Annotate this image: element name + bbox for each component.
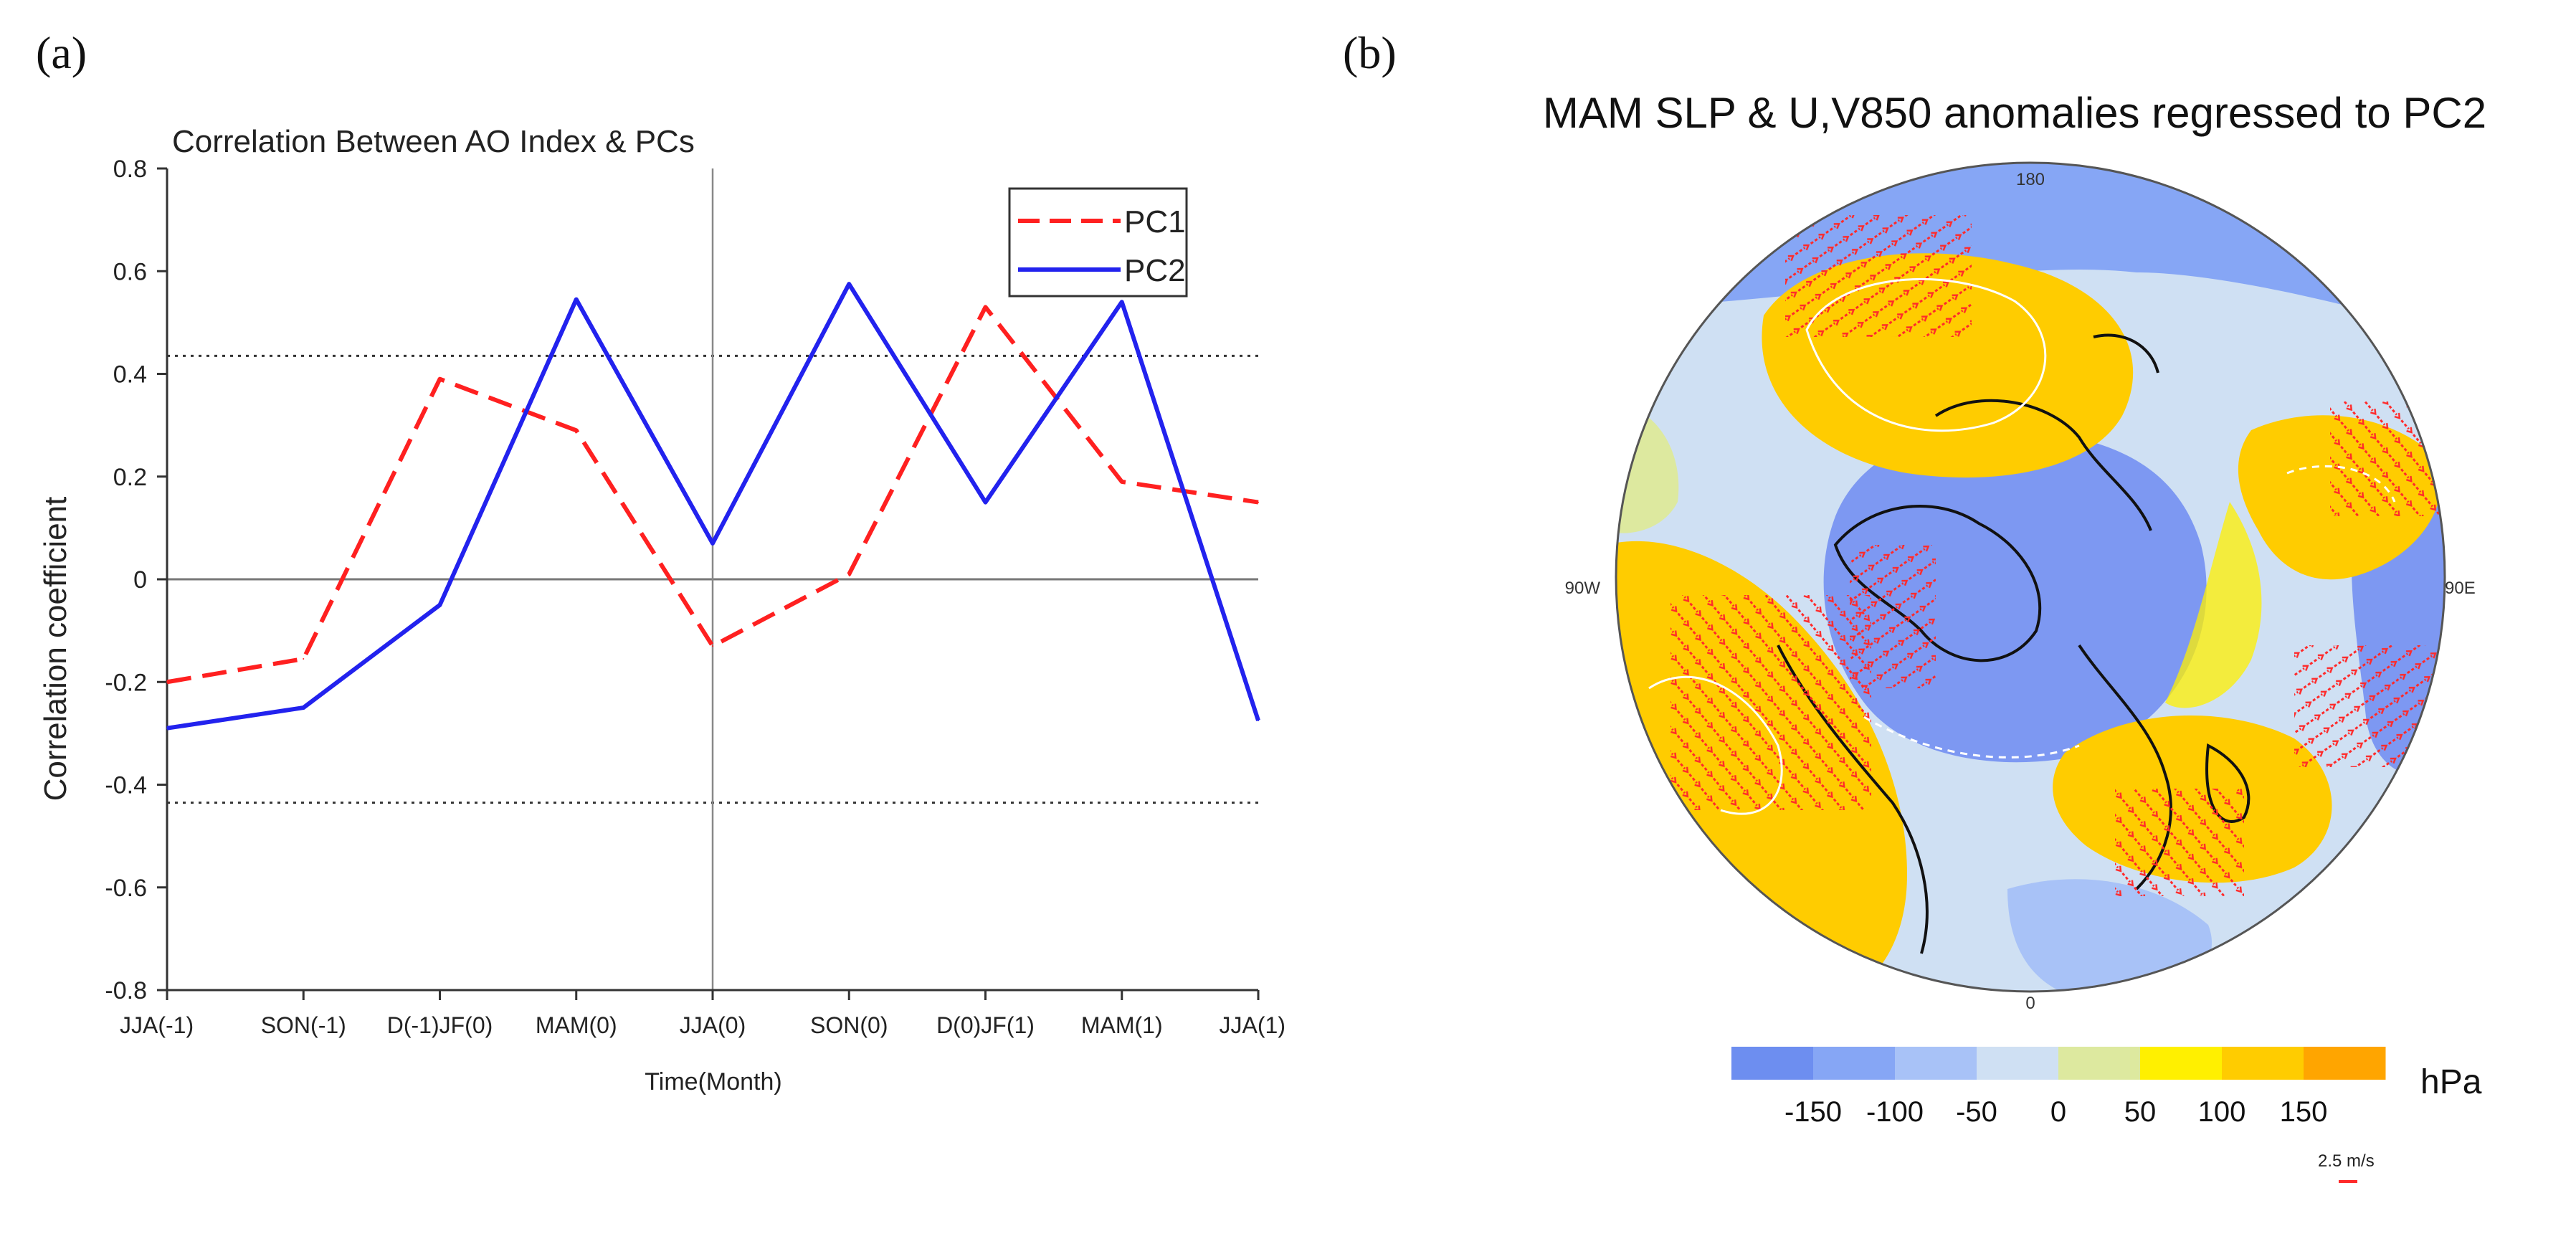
data-point-pc2 <box>1121 301 1123 303</box>
legend-label-pc1: PC1 <box>1124 204 1186 239</box>
map-lon-label-right: 90E <box>2445 579 2476 598</box>
map-globe-outline <box>1615 161 2446 993</box>
chart-a-y-axis-label: Correlation coefficient <box>38 497 73 802</box>
polar-map-globe <box>1616 163 2445 992</box>
map-title: MAM SLP & U,V850 anomalies regressed to … <box>1543 89 2486 137</box>
data-point-pc2 <box>303 707 305 709</box>
colorbar-tick-label: 150 <box>2280 1096 2328 1128</box>
map-band-yellow <box>2165 502 2262 708</box>
x-tick-label: SON(0) <box>810 1012 888 1038</box>
data-point-pc2 <box>712 542 713 544</box>
y-tick-label: -0.6 <box>105 875 147 902</box>
colorbar-tick-label: -150 <box>1784 1096 1842 1128</box>
y-tick-label: 0 <box>133 566 147 594</box>
colorbar-tick-label: 0 <box>2050 1096 2066 1128</box>
colorbar-unit: hPa <box>2420 1063 2482 1101</box>
colorbar-segment <box>1731 1047 1814 1080</box>
data-point-pc1 <box>166 681 168 683</box>
colorbar-segment <box>1813 1047 1896 1080</box>
map-lon-label-top: 180 <box>2016 170 2045 189</box>
data-point-pc2 <box>848 283 850 285</box>
chart-a-reference-lines <box>167 168 1258 990</box>
data-point-pc2 <box>984 501 987 503</box>
x-tick-label: D(0)JF(1) <box>936 1012 1035 1038</box>
y-tick-label: 0.6 <box>113 258 147 285</box>
data-point-pc1 <box>575 429 577 432</box>
x-tick-label: JJA(-1) <box>120 1012 194 1038</box>
map-contours <box>1648 277 2396 815</box>
colorbar-tick-label: 100 <box>2198 1096 2246 1128</box>
legend-label-pc2: PC2 <box>1124 253 1186 288</box>
colorbar-segment <box>2140 1047 2223 1080</box>
colorbar-segment <box>2058 1047 2141 1080</box>
colorbar-tick-label: -100 <box>1866 1096 1924 1128</box>
legend-box <box>1008 187 1188 298</box>
data-point-pc1 <box>848 573 850 575</box>
data-point-pc2 <box>439 604 441 606</box>
polar-map-panel: MAM SLP & U,V850 anomalies regressed to … <box>1543 89 2486 1183</box>
y-tick-label: -0.2 <box>105 669 147 696</box>
colorbar-segment <box>2304 1047 2386 1080</box>
data-point-pc1 <box>712 645 713 647</box>
map-lon-label-bottom: 0 <box>2025 994 2035 1013</box>
colorbar <box>1731 1047 2386 1080</box>
data-point-pc2 <box>166 727 168 729</box>
colorbar-segment <box>1895 1047 1977 1080</box>
line-chart-panel: Correlation Between AO Index & PCs Corre… <box>38 124 1285 1095</box>
y-tick-label: -0.4 <box>105 772 147 799</box>
series-line-pc1 <box>166 305 1259 685</box>
chart-a-title: Correlation Between AO Index & PCs <box>172 124 695 159</box>
x-tick-label: JJA(0) <box>680 1012 746 1038</box>
data-point-pc1 <box>439 378 441 380</box>
y-tick-label: 0.4 <box>113 361 147 389</box>
data-point-pc1 <box>303 658 305 660</box>
data-point-pc1 <box>1258 501 1259 503</box>
colorbar-segment <box>1977 1047 2059 1080</box>
colorbar-tick-labels: -150 -100 -50 0 50 100 150 <box>1784 1096 2327 1128</box>
chart-a-axes: -0.8 -0.6 -0.4 -0.2 0 0.2 0.4 0.6 0.8 JJA(-1) SON(… <box>105 156 1285 1038</box>
map-lon-label-left: 90W <box>1565 579 1601 598</box>
x-tick-label: MAM(1) <box>1081 1012 1163 1038</box>
data-point-pc1 <box>1121 480 1123 482</box>
vector-reference-label: 2.5 m/s <box>2318 1151 2375 1171</box>
colorbar-tick-label: 50 <box>2124 1096 2157 1128</box>
data-point-pc2 <box>575 298 577 300</box>
x-tick-label: MAM(0) <box>536 1012 617 1038</box>
data-point-pc2 <box>1258 719 1259 721</box>
data-point-pc1 <box>984 306 987 308</box>
y-tick-label: 0.2 <box>113 464 147 491</box>
panel-a-label: (a) <box>36 27 87 78</box>
x-tick-label: SON(-1) <box>261 1012 346 1038</box>
x-tick-label: D(-1)JF(0) <box>387 1012 493 1038</box>
chart-a-series <box>166 282 1260 731</box>
x-tick-label: JJA(1) <box>1220 1012 1285 1038</box>
colorbar-tick-label: -50 <box>1956 1096 1997 1128</box>
panel-b-label: (b) <box>1343 27 1397 78</box>
y-tick-label: -0.8 <box>105 977 147 1004</box>
chart-a-x-axis-label: Time(Month) <box>645 1068 781 1095</box>
colorbar-segment <box>2222 1047 2304 1080</box>
map-wind-vectors <box>1670 215 2445 896</box>
y-tick-label: 0.8 <box>113 156 147 183</box>
